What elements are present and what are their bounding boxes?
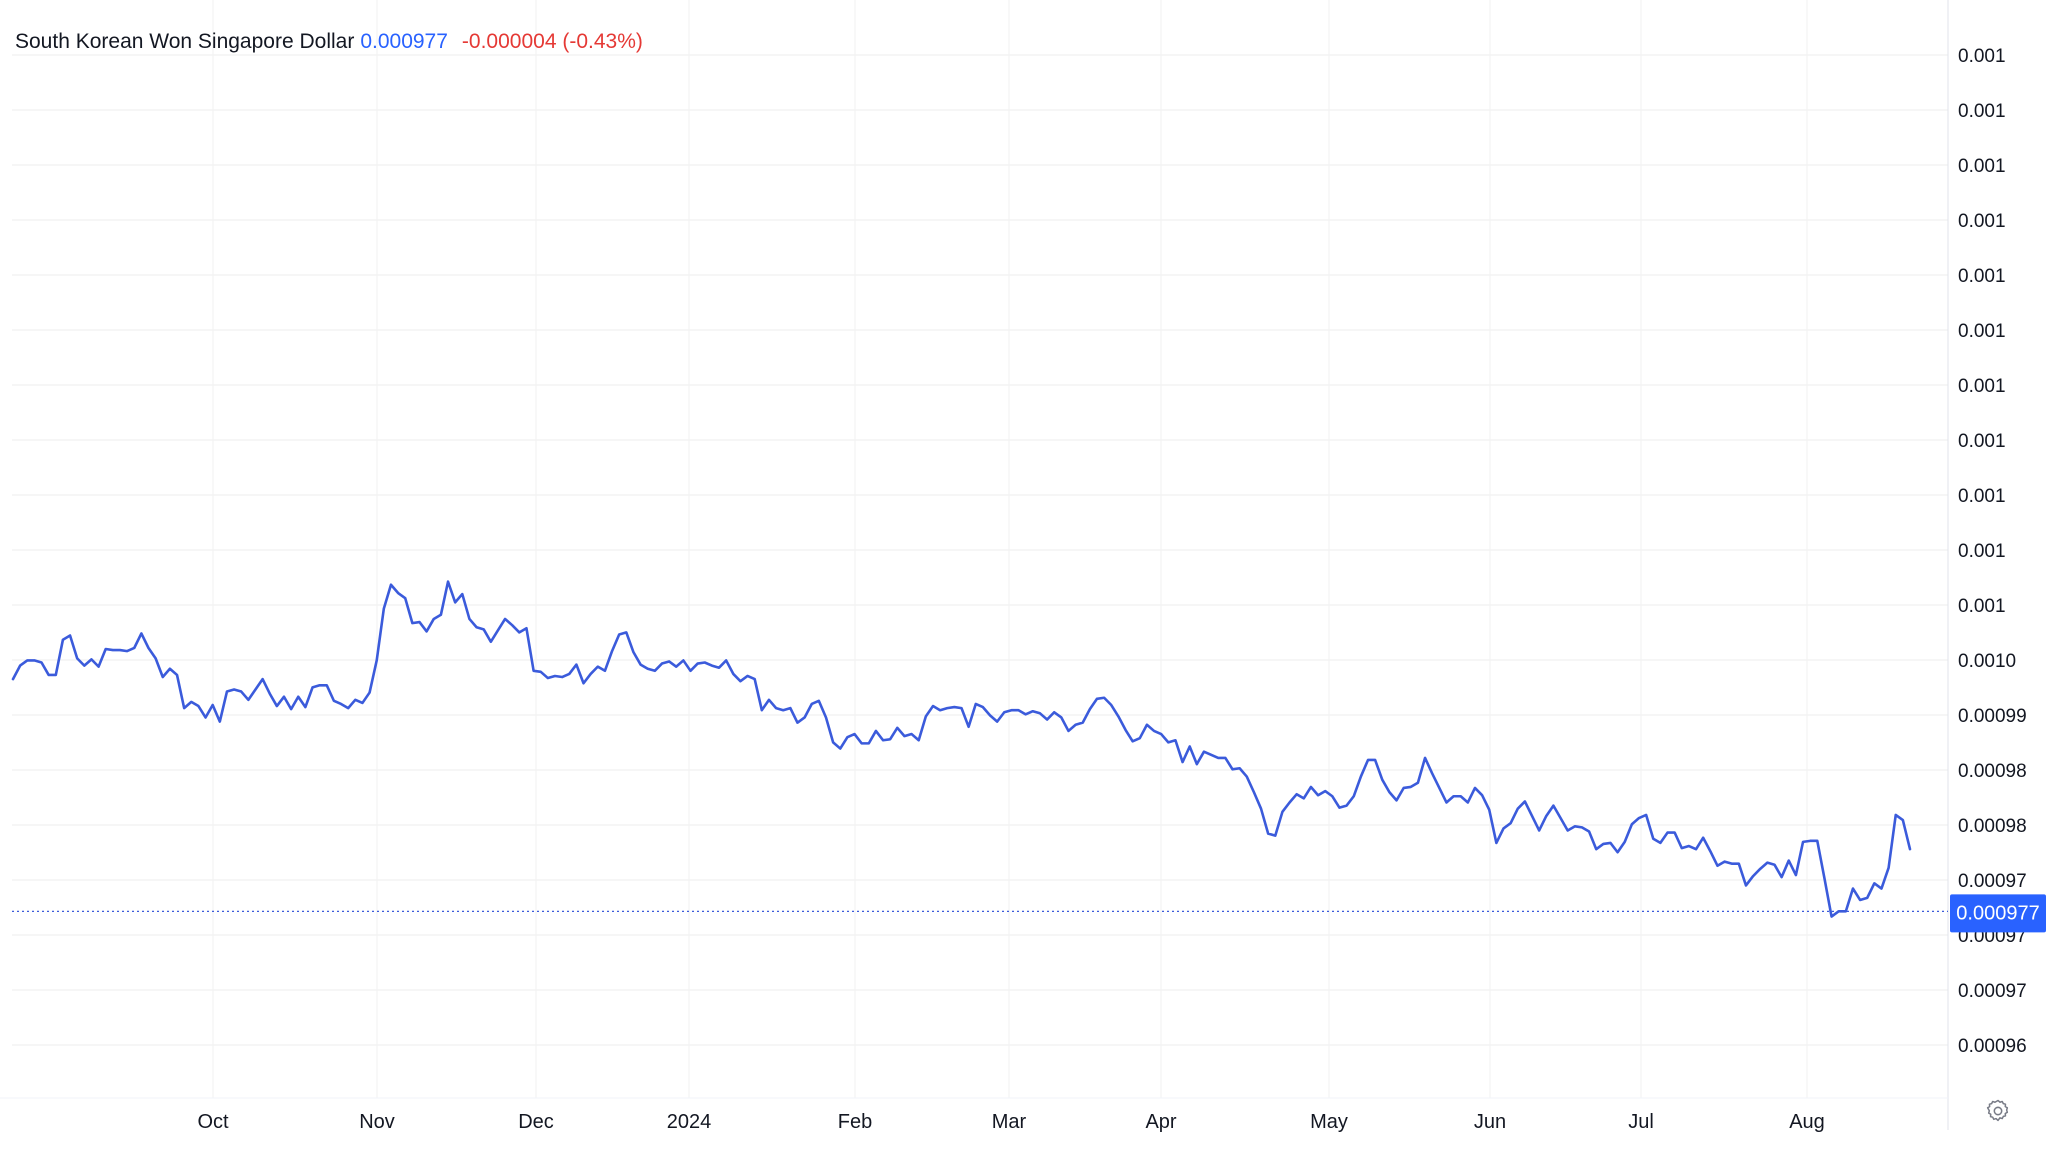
y-tick-label: 0.001 xyxy=(1958,46,2006,67)
y-tick-label: 0.00096 xyxy=(1958,1036,2027,1057)
price-series-line xyxy=(11,580,1912,918)
x-tick-label: Feb xyxy=(838,1111,872,1133)
y-tick-label: 0.001 xyxy=(1958,431,2006,452)
y-tick-label: 0.00097 xyxy=(1958,981,2027,1002)
x-tick-label: Apr xyxy=(1145,1111,1176,1133)
y-tick-label: 0.001 xyxy=(1958,376,2006,397)
symbol-name: South Korean Won Singapore Dollar xyxy=(15,30,355,53)
last-price-tag-text: 0.000977 xyxy=(1956,902,2039,924)
y-tick-label: 0.001 xyxy=(1958,321,2006,342)
last-price-tag-background xyxy=(1950,894,2046,933)
x-tick-label: Dec xyxy=(518,1111,554,1133)
last-price-tag: 0.000977 xyxy=(1950,894,2046,933)
price-axis[interactable]: 0.001 0.001 0.001 0.001 0.001 0.001 0.001 0.001… xyxy=(1958,46,2027,1057)
y-tick-label: 0.001 xyxy=(1958,211,2006,232)
gear-icon[interactable] xyxy=(1985,1098,2011,1124)
price-change: -0.000004 (-0.43%) xyxy=(461,30,643,53)
y-tick-label: 0.00099 xyxy=(1958,706,2027,727)
x-tick-label: May xyxy=(1310,1111,1348,1133)
y-tick-label: 0.001 xyxy=(1958,266,2006,287)
y-tick-label: 0.001 xyxy=(1958,541,2006,562)
chart-grid xyxy=(12,0,1948,1098)
x-tick-label: Aug xyxy=(1789,1111,1825,1133)
x-tick-label: Nov xyxy=(359,1111,395,1133)
x-tick-label: 2024 xyxy=(667,1111,712,1133)
last-price: 0.000977 xyxy=(360,30,448,53)
y-tick-label: 0.001 xyxy=(1958,486,2006,507)
x-tick-label: Oct xyxy=(197,1111,229,1133)
y-tick-label: 0.001 xyxy=(1958,101,2006,122)
x-tick-label: Mar xyxy=(992,1111,1027,1133)
chart-legend: South Korean Won Singapore Dollar 0.00097… xyxy=(15,30,643,54)
x-tick-label: Jul xyxy=(1628,1111,1654,1133)
x-tick-label: Jun xyxy=(1474,1111,1506,1133)
y-tick-label: 0.00097 xyxy=(1958,871,2027,892)
y-tick-label: 0.001 xyxy=(1958,596,2006,617)
time-axis[interactable]: Oct Nov Dec 2024 Feb Mar Apr May Jun Jul Aug xyxy=(197,1111,1824,1133)
y-tick-label: 0.0010 xyxy=(1958,651,2016,672)
y-tick-label: 0.001 xyxy=(1958,156,2006,177)
y-tick-label: 0.00098 xyxy=(1958,761,2027,782)
y-tick-label: 0.00098 xyxy=(1958,816,2027,837)
